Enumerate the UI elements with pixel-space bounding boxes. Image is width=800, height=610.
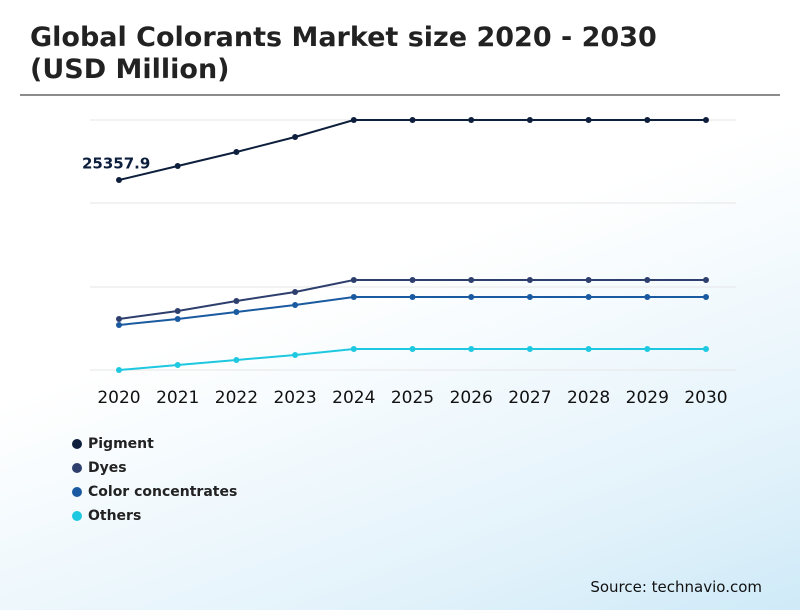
point — [350, 345, 357, 352]
point — [585, 345, 592, 352]
point — [526, 276, 533, 283]
series-line — [118, 295, 706, 326]
point — [233, 297, 240, 304]
legend-marker — [72, 463, 82, 473]
point — [644, 276, 651, 283]
point — [350, 293, 357, 300]
point — [292, 301, 299, 308]
point — [292, 288, 299, 295]
x-tick-label: 2027 — [508, 388, 551, 408]
legend-marker — [72, 511, 82, 521]
point — [468, 116, 475, 123]
point — [703, 293, 709, 300]
x-tick-label: 2023 — [273, 388, 316, 408]
point — [233, 356, 240, 363]
point — [174, 361, 181, 368]
point — [116, 176, 122, 183]
legend-label: Pigment — [88, 436, 154, 452]
point — [292, 133, 299, 140]
point — [409, 293, 416, 300]
point — [409, 276, 416, 283]
legend-marker — [72, 487, 82, 497]
point — [526, 293, 533, 300]
point — [233, 308, 240, 315]
point — [526, 345, 533, 352]
point — [409, 345, 416, 352]
point — [585, 116, 592, 123]
legend-marker — [72, 439, 82, 449]
x-tick-label: 2024 — [332, 388, 375, 408]
source: Source: technavio.com — [590, 578, 762, 596]
point — [116, 366, 122, 373]
chart-title: Global Colorants Market size 2020 - 2030… — [30, 22, 657, 85]
point — [468, 293, 475, 300]
x-tick-label: 2026 — [450, 388, 493, 408]
x-tick-label: 2025 — [391, 388, 434, 408]
point — [703, 276, 709, 283]
x-tick-label: 2030 — [684, 388, 727, 408]
point — [116, 315, 122, 322]
point — [350, 116, 357, 123]
legend-label: Color concentrates — [88, 484, 237, 500]
x-tick-label: 2028 — [567, 388, 610, 408]
point — [233, 148, 240, 155]
point — [409, 116, 416, 123]
point — [703, 116, 709, 123]
x-tick-label: 2020 — [97, 388, 140, 408]
series-line — [118, 118, 706, 181]
legend-label: Others — [88, 508, 141, 524]
point — [468, 276, 475, 283]
x-tick-label: 2021 — [156, 388, 199, 408]
x-tick-label: 2029 — [626, 388, 669, 408]
point — [644, 293, 651, 300]
point — [174, 162, 181, 169]
point — [174, 307, 181, 314]
point — [468, 345, 475, 352]
point — [350, 276, 357, 283]
point — [585, 293, 592, 300]
point — [585, 276, 592, 283]
x-tick-label: 2022 — [215, 388, 258, 408]
series-line — [118, 347, 706, 371]
point — [703, 345, 709, 352]
point — [526, 116, 533, 123]
point — [116, 321, 122, 328]
point — [644, 345, 651, 352]
point — [174, 315, 181, 322]
point — [292, 351, 299, 358]
legend-label: Dyes — [88, 460, 127, 476]
point — [644, 116, 651, 123]
data-label: 25357.9 — [82, 154, 150, 172]
